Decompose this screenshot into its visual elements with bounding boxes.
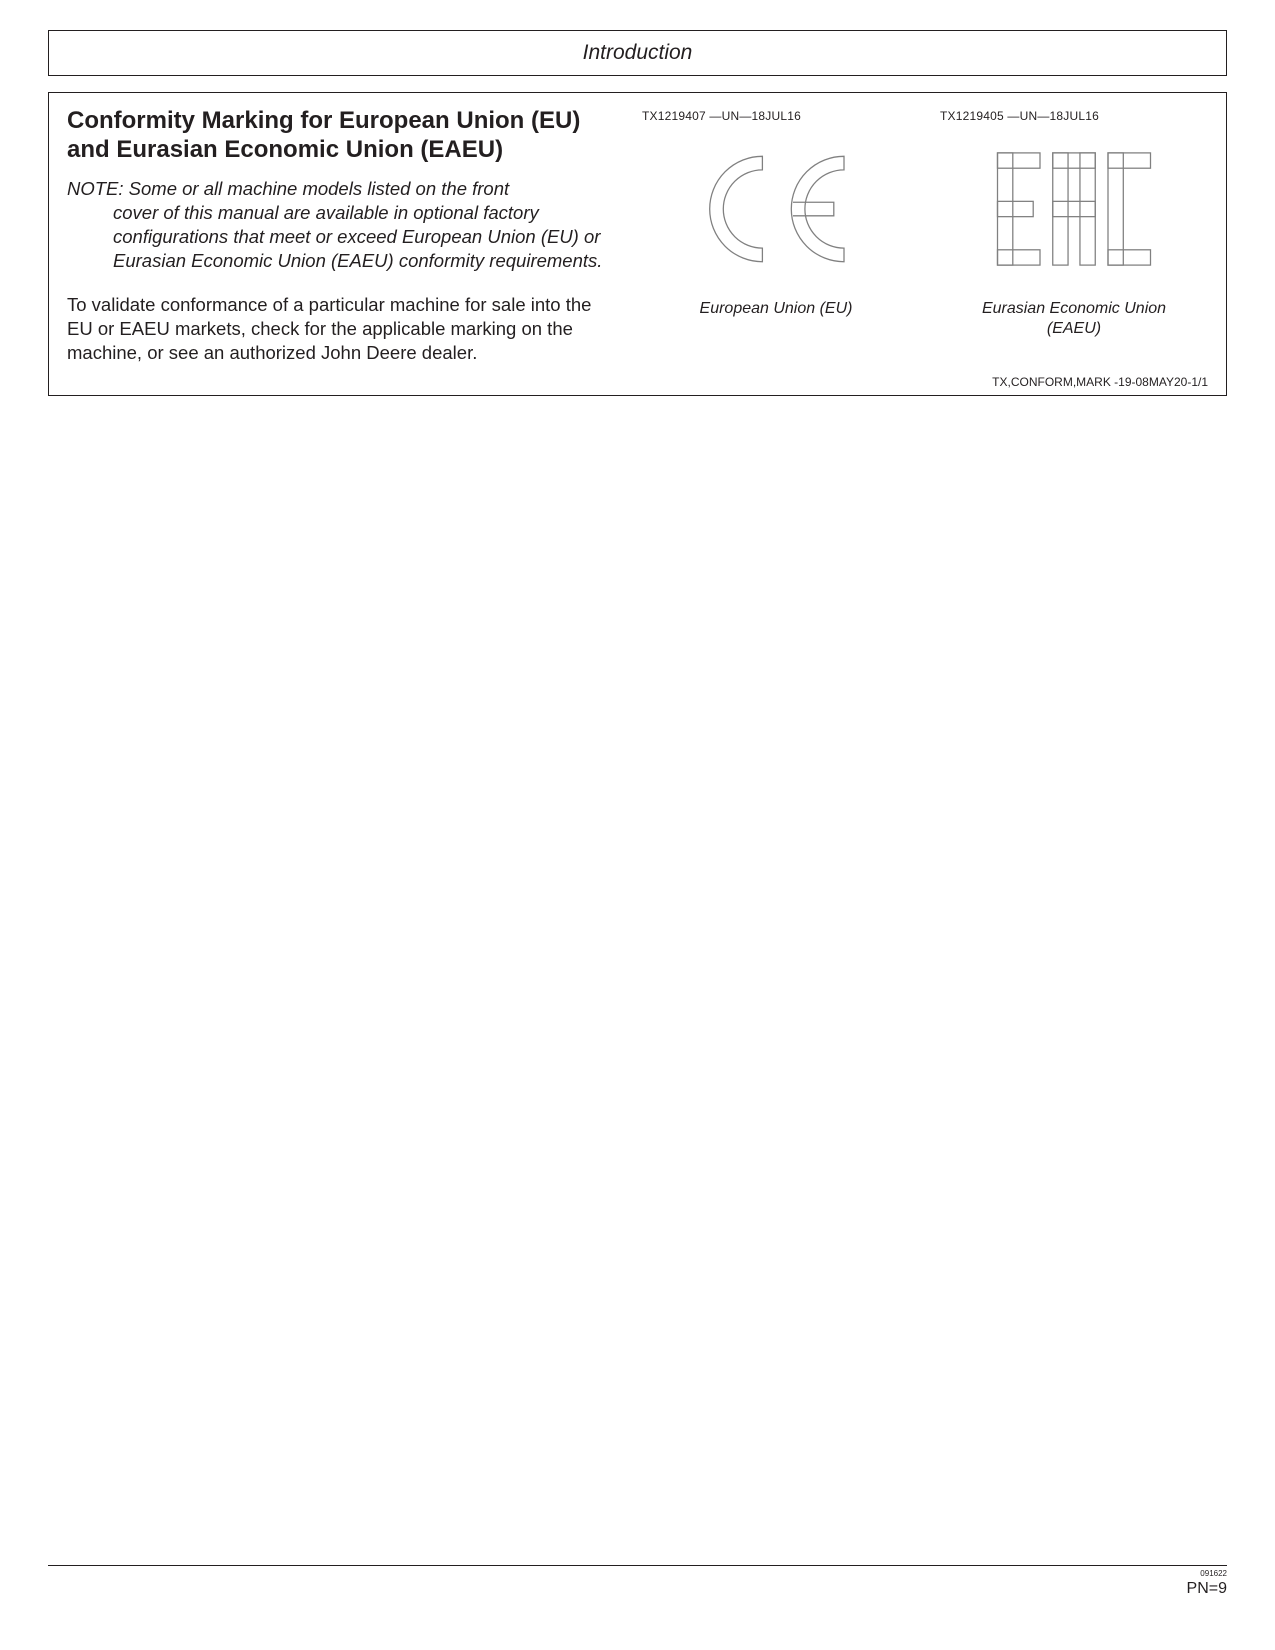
eaeu-mark-block: TX1219405 —UN—18JUL16 — [940, 109, 1208, 365]
page-footer: 091622 PN=9 — [48, 1565, 1227, 1598]
page-header-title: Introduction — [583, 41, 693, 65]
body-paragraph: To validate conformance of a particular … — [67, 293, 622, 365]
eaeu-caption: Eurasian Economic Union (EAEU) — [940, 299, 1208, 339]
eu-mark-block: TX1219407 —UN—18JUL16 European Union (EU… — [642, 109, 910, 365]
page: Introduction Conformity Marking for Euro… — [0, 0, 1275, 1650]
eu-caption: European Union (EU) — [642, 299, 910, 319]
source-reference: TX,CONFORM,MARK -19-08MAY20-1/1 — [67, 375, 1208, 389]
eaeu-caption-line2: (EAEU) — [1047, 320, 1101, 337]
note-label: NOTE: — [67, 178, 124, 199]
footer-smallcode: 091622 — [48, 1569, 1227, 1578]
two-column-layout: Conformity Marking for European Union (E… — [67, 107, 1208, 365]
marks-column: TX1219407 —UN—18JUL16 European Union (EU… — [642, 107, 1208, 365]
note-block: NOTE: Some or all machine models listed … — [67, 177, 622, 273]
text-column: Conformity Marking for European Union (E… — [67, 107, 622, 365]
ce-mark-icon — [691, 129, 861, 289]
note-rest: cover of this manual are available in op… — [67, 201, 622, 273]
eaeu-caption-line1: Eurasian Economic Union — [982, 300, 1166, 317]
eaeu-figure-reference: TX1219405 —UN—18JUL16 — [940, 109, 1208, 123]
header-box: Introduction — [48, 30, 1227, 76]
note-firstline: Some or all machine models listed on the… — [124, 178, 510, 199]
section-heading: Conformity Marking for European Union (E… — [67, 107, 622, 165]
eac-mark-icon — [989, 129, 1159, 289]
eu-figure-reference: TX1219407 —UN—18JUL16 — [642, 109, 910, 123]
content-box: Conformity Marking for European Union (E… — [48, 92, 1227, 396]
footer-page-number: PN=9 — [1187, 1580, 1227, 1597]
